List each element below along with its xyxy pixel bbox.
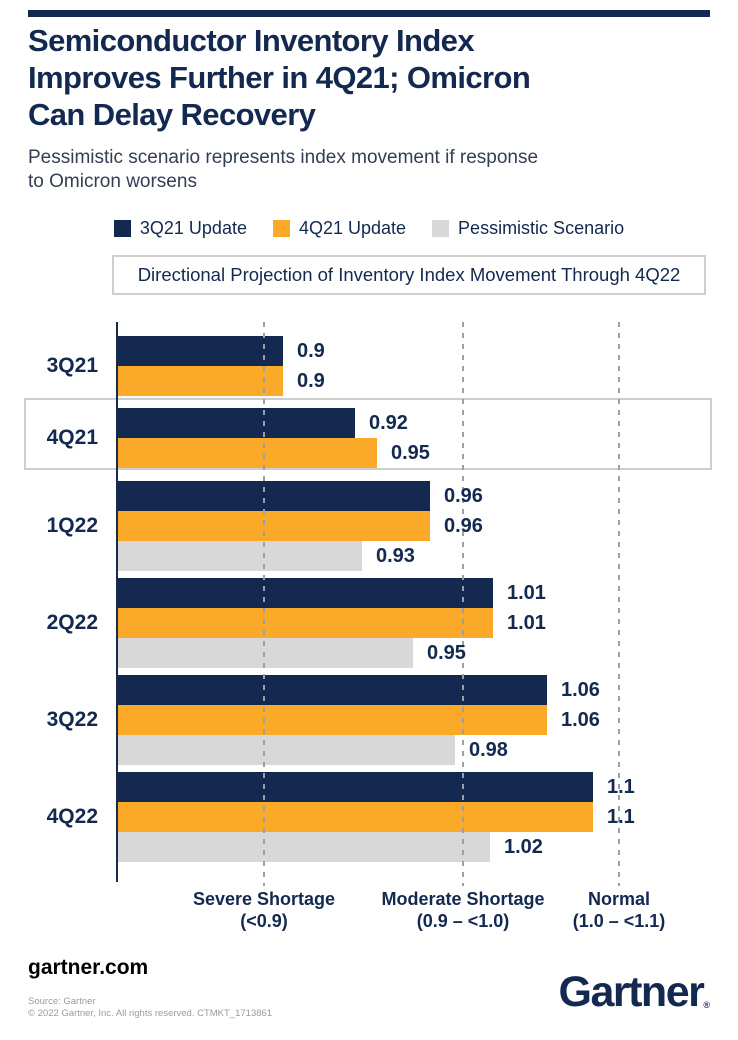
bar-3q22-pessimistic-scenario: [117, 735, 455, 765]
bar-4q21-4q21-update: [117, 438, 377, 468]
bar-3q21-4q21-update: [117, 366, 283, 396]
bar-value-label: 0.9: [297, 340, 325, 362]
bar-value-label: 0.95: [391, 442, 430, 464]
registered-mark-icon: ®: [703, 1000, 710, 1010]
bar-value-label: 0.92: [369, 412, 408, 434]
gartner-logo: Gartner®: [559, 968, 710, 1017]
zone-label-line2: (0.9 – <1.0): [416, 911, 510, 931]
chart-legend: 3Q21 Update 4Q21 Update Pessimistic Scen…: [0, 218, 738, 239]
legend-item-4q21-update: 4Q21 Update: [272, 218, 407, 239]
chart-caption-text: Directional Projection of Inventory Inde…: [137, 264, 681, 285]
gartner-com-text: gartner.com: [28, 956, 149, 979]
zone-label-line1: Moderate Shortage: [381, 889, 545, 909]
gridline-dashed: [618, 322, 620, 886]
page-title: Semiconductor Inventory Index Improves F…: [28, 22, 708, 133]
bar-value-label: 1.01: [507, 582, 546, 604]
zone-label-line1: Normal: [587, 889, 650, 909]
legend-item-pessimistic-scenario: Pessimistic Scenario: [432, 218, 624, 239]
zone-label-line1: Severe Shortage: [192, 889, 336, 909]
bar-value-label: 0.93: [376, 545, 415, 567]
bar-value-label: 0.96: [444, 515, 483, 537]
gartner-logo-text: Gartner: [558, 968, 705, 1016]
category-label-2q22: 2Q22: [46, 611, 98, 634]
footer-smallprint: Source: Gartner © 2022 Gartner, Inc. All…: [28, 996, 272, 1020]
category-label-1q22: 1Q22: [46, 514, 98, 537]
bar-4q21-3q21-update: [117, 408, 355, 438]
copyright-line: © 2022 Gartner, Inc. All rights reserved…: [28, 1008, 273, 1019]
legend-swatch-navy: [113, 220, 131, 237]
bar-value-label: 0.98: [469, 739, 508, 761]
bar-4q22-4q21-update: [117, 802, 593, 832]
page-title-line: Improves Further in 4Q21; Omicron: [28, 60, 531, 95]
bar-value-label: 0.9: [297, 370, 325, 392]
bar-value-label: 1.02: [504, 836, 543, 858]
category-label-3q22: 3Q22: [46, 708, 98, 731]
bar-value-label: 1.01: [507, 612, 546, 634]
gridline-dashed: [263, 322, 265, 886]
bar-1q22-3q21-update: [117, 481, 430, 511]
source-line: Source: Gartner: [28, 996, 96, 1007]
zone-label-severe-shortage: Severe Shortage (<0.9): [193, 888, 335, 932]
bar-3q22-3q21-update: [117, 675, 547, 705]
legend-swatch-orange: [272, 220, 290, 237]
bar-1q22-4q21-update: [117, 511, 430, 541]
legend-swatch-gray: [432, 220, 450, 237]
bar-3q22-4q21-update: [117, 705, 547, 735]
page-subtitle-line: Pessimistic scenario represents index mo…: [28, 147, 539, 168]
bar-4q22-pessimistic-scenario: [117, 832, 490, 862]
legend-item-3q21-update: 3Q21 Update: [113, 218, 247, 239]
bar-value-label: 1.06: [561, 709, 600, 731]
bar-value-label: 1.06: [561, 679, 600, 701]
page-title-line: Can Delay Recovery: [28, 97, 316, 132]
zone-label-moderate-shortage: Moderate Shortage (0.9 – <1.0): [381, 888, 544, 932]
page-subtitle-line: to Omicron worsens: [28, 171, 197, 192]
category-label-3q21: 3Q21: [46, 354, 98, 377]
page-subtitle: Pessimistic scenario represents index mo…: [28, 146, 688, 194]
bar-value-label: 0.95: [427, 642, 466, 664]
chart-caption-box: Directional Projection of Inventory Inde…: [112, 255, 706, 295]
bar-3q21-3q21-update: [117, 336, 283, 366]
bar-value-label: 0.96: [444, 485, 483, 507]
bar-2q22-pessimistic-scenario: [117, 638, 413, 668]
bar-2q22-4q21-update: [117, 608, 493, 638]
zone-label-normal: Normal (1.0 – <1.1): [573, 888, 666, 932]
zone-label-line2: (<0.9): [240, 911, 288, 931]
axis-line: [116, 322, 118, 882]
bar-value-label: 1.1: [607, 806, 635, 828]
highlight-box-4q21: [24, 398, 712, 470]
bar-value-label: 1.1: [607, 776, 635, 798]
bar-2q22-3q21-update: [117, 578, 493, 608]
bar-1q22-pessimistic-scenario: [117, 541, 362, 571]
category-label-4q22: 4Q22: [46, 805, 98, 828]
top-accent-rule: [28, 10, 710, 17]
legend-label: Pessimistic Scenario: [458, 218, 625, 238]
legend-label: 4Q21 Update: [298, 218, 407, 238]
legend-label: 3Q21 Update: [139, 218, 247, 238]
gridline-dashed: [462, 322, 464, 886]
zone-label-line2: (1.0 – <1.1): [572, 911, 666, 931]
category-label-4q21: 4Q21: [46, 426, 98, 449]
bar-4q22-3q21-update: [117, 772, 593, 802]
page-title-line: Semiconductor Inventory Index: [28, 23, 475, 58]
